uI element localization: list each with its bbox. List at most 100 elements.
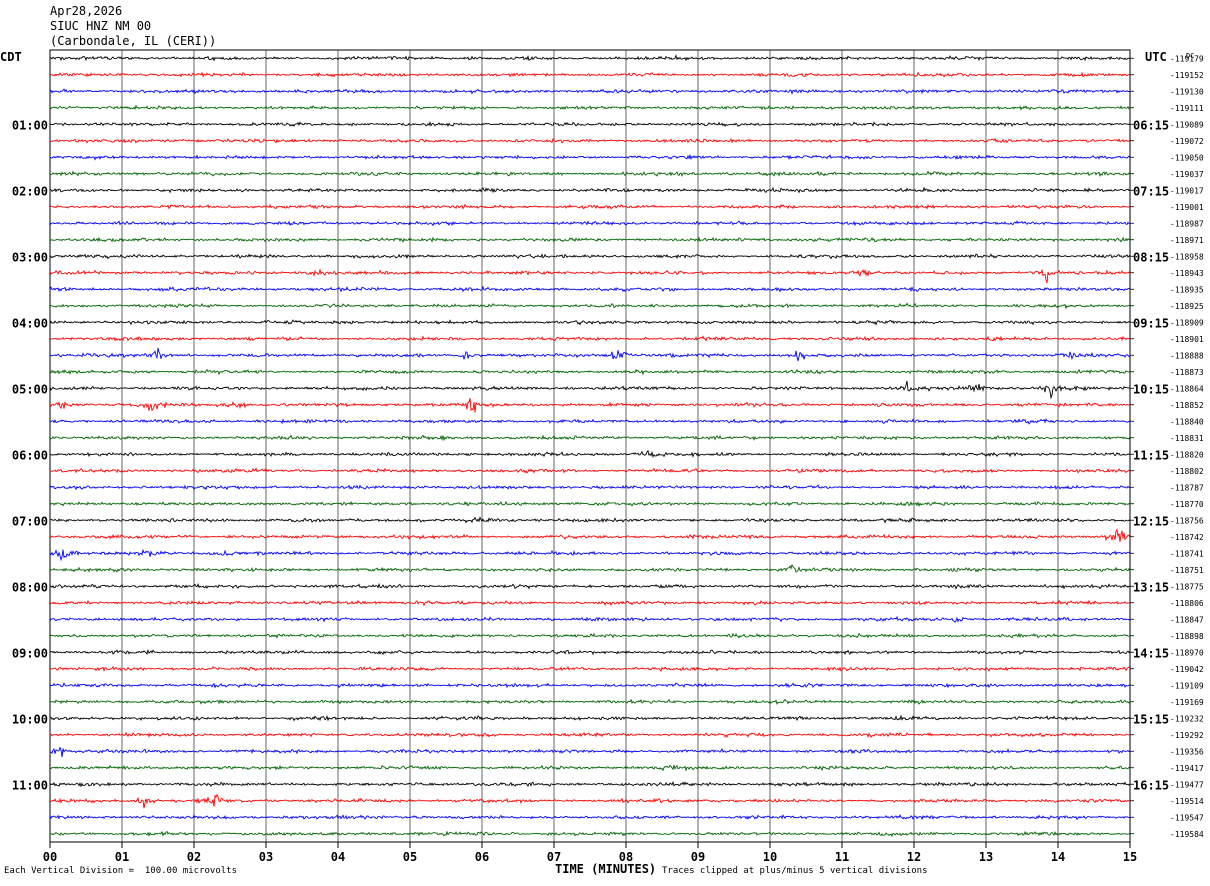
trace-row-11 bbox=[49, 236, 1131, 243]
trace-row-25 bbox=[49, 467, 1131, 474]
trace-row-41 bbox=[49, 731, 1131, 738]
x-axis-title: TIME (MINUTES) bbox=[555, 862, 657, 876]
left-timezone-label: CDT bbox=[0, 50, 22, 64]
utc-hour-label: 15:15 bbox=[1133, 712, 1169, 726]
dc-offset-label: -118987 bbox=[1170, 219, 1204, 228]
dc-offset-label: -119017 bbox=[1170, 186, 1204, 195]
trace-row-26 bbox=[49, 484, 1131, 491]
utc-hour-label: 14:15 bbox=[1133, 646, 1169, 660]
trace-row-6 bbox=[49, 153, 1131, 161]
dc-offset-label: -118820 bbox=[1170, 450, 1204, 459]
trace-row-7 bbox=[49, 170, 1131, 178]
cdt-hour-label: 04:00 bbox=[12, 316, 48, 330]
dc-offset-label: -119514 bbox=[1170, 797, 1204, 806]
dc-offset-label: -118852 bbox=[1170, 401, 1204, 410]
x-tick-label: 12 bbox=[907, 850, 921, 864]
trace-row-39 bbox=[49, 698, 1131, 706]
dc-offset-label: -119169 bbox=[1170, 698, 1204, 707]
dc-label: DC bbox=[1186, 52, 1194, 60]
x-tick-label: 09 bbox=[691, 850, 705, 864]
dc-offset-label: -118943 bbox=[1170, 269, 1204, 278]
dc-offset-label: -119001 bbox=[1170, 203, 1204, 212]
cdt-hour-label: 06:00 bbox=[12, 448, 48, 462]
cdt-hour-label: 09:00 bbox=[12, 646, 48, 660]
x-tick-label: 07 bbox=[547, 850, 561, 864]
plot-frame bbox=[49, 49, 1131, 843]
dc-offset-label: -118806 bbox=[1170, 599, 1204, 608]
trace-row-5 bbox=[49, 137, 1131, 144]
x-tick-label: 08 bbox=[619, 850, 633, 864]
dc-offset-label: -118741 bbox=[1170, 549, 1204, 558]
dc-offset-label: -119417 bbox=[1170, 764, 1204, 773]
dc-offset-label: -118935 bbox=[1170, 285, 1204, 294]
dc-offset-label: -119356 bbox=[1170, 747, 1204, 756]
dc-offset-label: -118840 bbox=[1170, 417, 1204, 426]
clip-note: Traces clipped at plus/minus 5 vertical … bbox=[662, 866, 928, 876]
cdt-hour-label: 01:00 bbox=[12, 118, 48, 132]
trace-row-28 bbox=[49, 516, 1131, 524]
x-tick-label: 05 bbox=[403, 850, 417, 864]
trace-row-1 bbox=[49, 71, 1131, 78]
dc-offset-label: -119547 bbox=[1170, 813, 1204, 822]
dc-offset-label: -118775 bbox=[1170, 582, 1204, 591]
dc-offset-label: -118756 bbox=[1170, 516, 1204, 525]
utc-hour-label: 09:15 bbox=[1133, 316, 1169, 330]
trace-row-37 bbox=[49, 665, 1131, 673]
cdt-hour-label: 11:00 bbox=[12, 778, 48, 792]
x-tick-label: 04 bbox=[331, 850, 345, 864]
dc-offset-label: -119232 bbox=[1170, 714, 1204, 723]
trace-row-20 bbox=[49, 380, 1131, 400]
trace-row-40 bbox=[49, 714, 1131, 722]
trace-row-10 bbox=[49, 220, 1131, 227]
dc-offset-label: -118888 bbox=[1170, 351, 1204, 360]
trace-row-29 bbox=[49, 528, 1131, 542]
station-name: SIUC HNZ NM 00 bbox=[50, 19, 152, 33]
trace-row-14 bbox=[49, 285, 1131, 293]
trace-row-36 bbox=[49, 648, 1131, 656]
x-tick-label: 14 bbox=[1051, 850, 1065, 864]
utc-hour-label: 13:15 bbox=[1133, 580, 1169, 594]
dc-offset-label: -118901 bbox=[1170, 335, 1204, 344]
x-tick-label: 00 bbox=[43, 850, 57, 864]
dc-offset-label: -119050 bbox=[1170, 153, 1204, 162]
trace-row-22 bbox=[49, 418, 1131, 425]
dc-offset-label: -118971 bbox=[1170, 236, 1204, 245]
dc-offset-label: -119109 bbox=[1170, 681, 1204, 690]
trace-row-30 bbox=[49, 548, 1131, 562]
utc-hour-label: 10:15 bbox=[1133, 382, 1169, 396]
station-location: (Carbondale, IL (CERI)) bbox=[50, 34, 217, 48]
trace-row-32 bbox=[49, 582, 1131, 590]
trace-row-34 bbox=[49, 615, 1131, 623]
right-timezone-label: UTC bbox=[1145, 50, 1167, 64]
dc-offset-label: -118831 bbox=[1170, 434, 1204, 443]
trace-row-44 bbox=[49, 780, 1131, 788]
dc-offset-label: -119042 bbox=[1170, 665, 1204, 674]
dc-offset-label: -118787 bbox=[1170, 483, 1204, 492]
plot-date: Apr28,2026 bbox=[50, 4, 123, 18]
dc-offset-label: -118970 bbox=[1170, 648, 1204, 657]
x-tick-label: 01 bbox=[115, 850, 129, 864]
utc-hour-label: 06:15 bbox=[1133, 118, 1169, 132]
dc-offset-label: -119179 bbox=[1170, 54, 1204, 63]
x-tick-label: 10 bbox=[763, 850, 777, 864]
x-tick-label: 03 bbox=[259, 850, 273, 864]
trace-row-38 bbox=[49, 682, 1131, 689]
trace-row-31 bbox=[49, 563, 1131, 573]
trace-row-13 bbox=[49, 268, 1131, 284]
trace-row-24 bbox=[49, 449, 1131, 459]
trace-row-43 bbox=[49, 764, 1131, 772]
trace-row-15 bbox=[49, 302, 1131, 310]
dc-offset-label: -118909 bbox=[1170, 318, 1204, 327]
trace-row-46 bbox=[49, 814, 1131, 821]
dc-offset-label: -119037 bbox=[1170, 170, 1204, 179]
dc-offset-label: -119072 bbox=[1170, 137, 1204, 146]
trace-row-18 bbox=[49, 347, 1131, 362]
trace-row-2 bbox=[49, 88, 1131, 95]
dc-offset-label: -118802 bbox=[1170, 467, 1204, 476]
utc-hour-label: 11:15 bbox=[1133, 448, 1169, 462]
trace-row-45 bbox=[49, 793, 1131, 809]
trace-row-19 bbox=[49, 368, 1131, 376]
cdt-hour-label: 05:00 bbox=[12, 382, 48, 396]
dc-offset-label: -118770 bbox=[1170, 500, 1204, 509]
